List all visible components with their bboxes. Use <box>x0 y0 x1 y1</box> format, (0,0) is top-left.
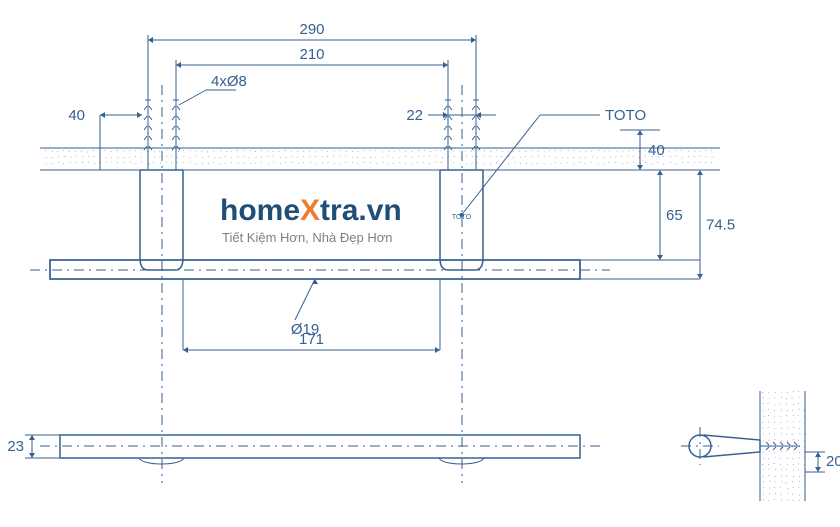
drawing-stage: 290210404xØ822TOTOTOTO406574.5Ø19171home… <box>0 0 840 527</box>
svg-text:Tiết Kiệm Hơn, Nhà Đẹp Hơn: Tiết Kiệm Hơn, Nhà Đẹp Hơn <box>222 230 392 245</box>
svg-text:65: 65 <box>666 207 683 224</box>
svg-text:20: 20 <box>826 453 840 470</box>
diagram-svg: 290210404xØ822TOTOTOTO406574.5Ø19171home… <box>0 0 840 527</box>
svg-text:40: 40 <box>68 107 85 124</box>
svg-text:290: 290 <box>299 21 324 38</box>
svg-text:4xØ8: 4xØ8 <box>211 73 247 90</box>
svg-text:homeXtra.vn: homeXtra.vn <box>220 194 402 227</box>
svg-text:22: 22 <box>406 107 423 124</box>
svg-text:TOTO: TOTO <box>452 214 472 221</box>
svg-text:40: 40 <box>648 142 665 159</box>
svg-text:TOTO: TOTO <box>605 107 646 124</box>
svg-text:74.5: 74.5 <box>706 217 735 234</box>
svg-text:23: 23 <box>7 438 24 455</box>
svg-text:210: 210 <box>299 46 324 63</box>
svg-text:171: 171 <box>299 331 324 348</box>
